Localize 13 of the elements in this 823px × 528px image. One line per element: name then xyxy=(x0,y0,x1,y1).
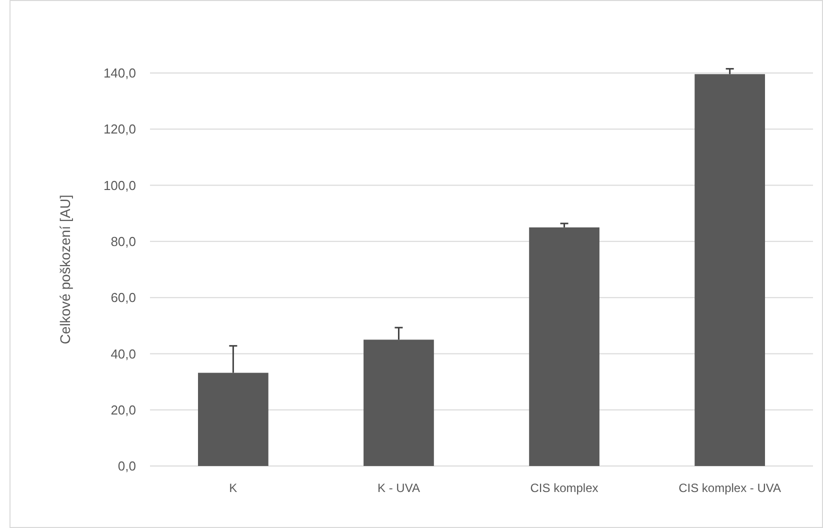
y-tick-label: 0,0 xyxy=(118,458,136,474)
y-tick-label: 100,0 xyxy=(103,178,136,193)
x-tick-label: CIS komplex - UVA xyxy=(678,481,782,495)
x-tick-label: K - UVA xyxy=(378,481,420,495)
y-axis-title: Celkové poškození [AU] xyxy=(57,194,73,344)
y-tick-label: 140,0 xyxy=(103,66,136,81)
y-tick-label: 20,0 xyxy=(110,402,136,418)
y-tick-label: 60,0 xyxy=(110,290,136,306)
y-tick-label: 120,0 xyxy=(103,122,136,137)
x-tick-label: K xyxy=(229,481,238,495)
y-tick-label: 80,0 xyxy=(110,234,136,249)
x-tick-label: CIS komplex xyxy=(530,481,598,495)
y-tick-label: 40,0 xyxy=(110,346,136,362)
